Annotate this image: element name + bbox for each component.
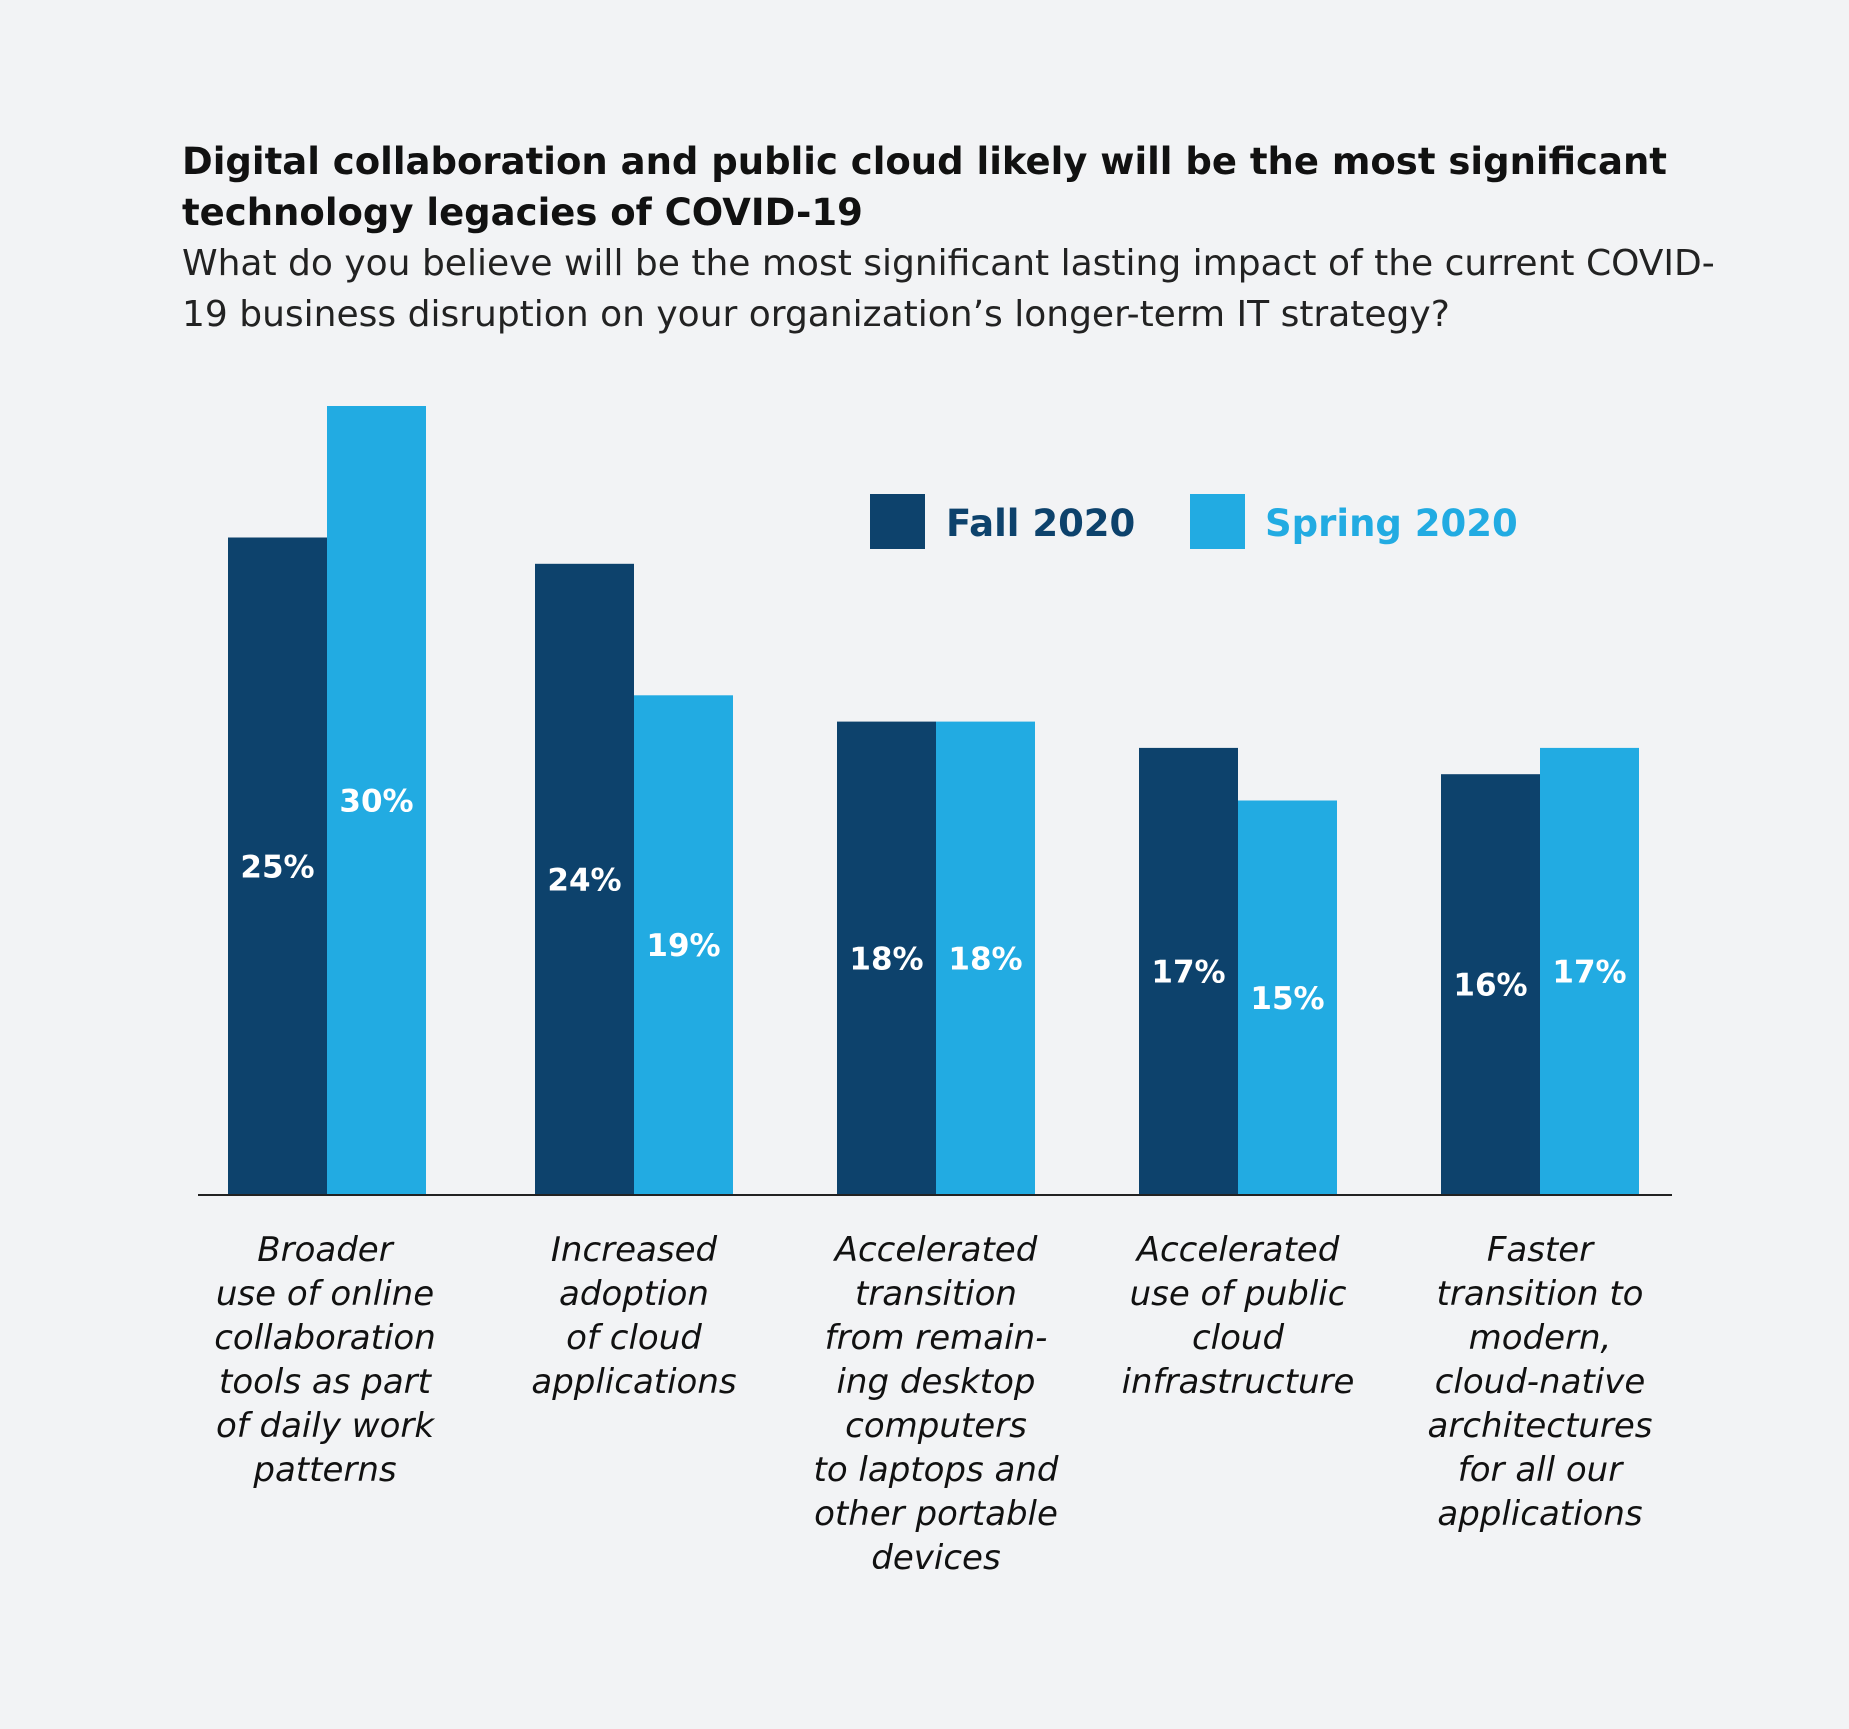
bar-1-1 [634,695,733,1195]
chart-title: Digital collaboration and public cloud l… [182,140,1667,234]
bar-value-label-3-0: 17% [1151,954,1225,990]
bar-0-0 [228,537,327,1195]
category-label-1: Increased adoption of cloud applications [531,1230,737,1402]
bar-2-0 [837,721,936,1195]
bar-2-1 [936,721,1035,1195]
bar-value-label-4-0: 16% [1453,968,1527,1004]
bar-value-label-1-1: 19% [646,928,720,964]
category-label-4: Faster transition to modern, cloud-nativ… [1427,1230,1653,1534]
bar-value-label-2-1: 18% [948,941,1022,977]
category-label-0: Broader use of online collaboration tool… [214,1230,436,1490]
bar-0-1 [327,406,426,1195]
bar-value-label-3-1: 15% [1250,981,1324,1017]
bar-value-label-0-0: 25% [240,849,314,885]
bar-value-label-1-0: 24% [547,862,621,898]
bar-4-1 [1540,747,1639,1195]
bar-value-label-4-1: 17% [1552,954,1626,990]
legend: Fall 2020 Spring 2020 [870,494,1518,549]
legend-swatch-spring-2020 [1190,494,1245,549]
bar-value-label-0-1: 30% [339,784,413,820]
bar-1-0 [535,563,634,1195]
bar-4-0 [1441,774,1540,1195]
bar-3-1 [1238,800,1337,1195]
category-label-3: Accelerated use of public cloud infrastr… [1121,1230,1355,1402]
legend-swatch-fall-2020 [870,494,925,549]
chart-subtitle: What do you believe will be the most sig… [182,243,1715,335]
bar-3-0 [1139,747,1238,1195]
bars-group: 25% 30% 24% 19% 18% 18% 17% 15% 16% 17% [228,406,1639,1195]
bar-value-label-2-0: 18% [849,941,923,977]
legend-label-fall-2020: Fall 2020 [946,502,1135,545]
category-label-2: Accelerated transition from remain- ing … [813,1230,1059,1578]
legend-label-spring-2020: Spring 2020 [1265,502,1518,545]
